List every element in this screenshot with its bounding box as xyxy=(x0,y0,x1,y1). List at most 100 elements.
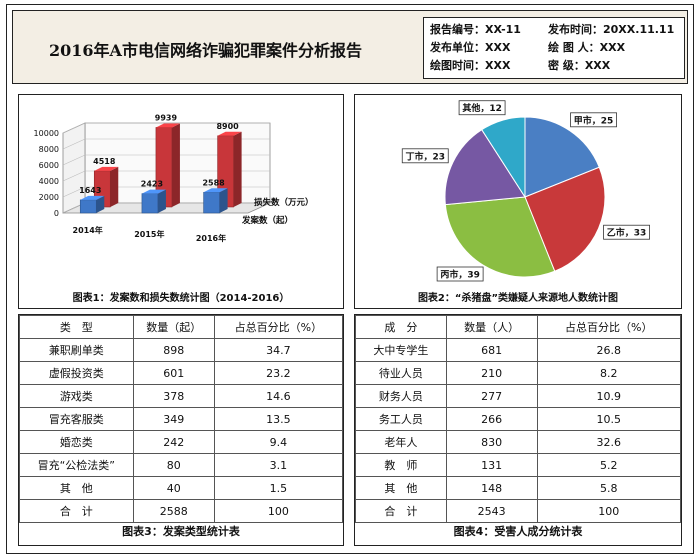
bar-cases xyxy=(203,188,228,214)
table-cell: 378 xyxy=(132,384,215,408)
table-cell: 待业人员 xyxy=(355,361,447,385)
pie-slice xyxy=(524,166,606,272)
bar-chart-caption: 图表1：发案数和损失数统计图（2014-2016） xyxy=(72,293,290,304)
table-cell: 2588 xyxy=(132,499,215,523)
bar-top xyxy=(155,123,180,128)
bar-loss xyxy=(155,123,180,208)
bar-side xyxy=(233,131,242,207)
victim-table-caption: 图表4：受害人成分统计表 xyxy=(453,525,583,538)
pie-chart: 甲市，25 乙市，33 丙市，39 丁市，23 其他，12 xyxy=(401,100,650,282)
y-tick-label: 2000 xyxy=(39,193,59,202)
y-tick-label: 10000 xyxy=(34,129,59,138)
column-header: 类 型 xyxy=(19,315,134,339)
case-type-table: 类 型 数量（起） 占总百分比（%） 兼职刷单类 898 34.7 虚假投资类 601 2… xyxy=(19,315,344,523)
bar-top xyxy=(217,131,242,136)
pie-slice xyxy=(444,196,556,278)
table-cell: 冒充“公检法类” xyxy=(19,453,134,477)
table-row: 大中专学生 681 26.8 xyxy=(355,338,682,362)
meta-row: 绘图时间：XXX 密 级：XXX xyxy=(430,57,678,75)
table-cell: 40 xyxy=(132,476,215,500)
table-cell: 131 xyxy=(445,453,538,477)
table-cell: 100 xyxy=(536,499,682,523)
table-row: 游戏类 378 14.6 xyxy=(19,384,344,408)
bar-front xyxy=(79,199,97,214)
bar-value-label: 2588 xyxy=(202,178,225,187)
gridline xyxy=(62,154,270,166)
table-cell: 26.8 xyxy=(536,338,682,362)
table-cell: 2543 xyxy=(445,499,538,523)
table-row: 冒充“公检法类” 80 3.1 xyxy=(19,453,344,477)
table-header-row: 成 分 数量（人） 占总百分比（%） xyxy=(355,315,682,339)
table-cell: 100 xyxy=(213,499,344,523)
pie-label-box xyxy=(401,148,449,164)
bar-top xyxy=(94,166,119,171)
table-cell: 601 xyxy=(132,361,215,385)
pie-label-box xyxy=(436,266,484,282)
bar-top xyxy=(80,195,105,200)
table-cell: 9.4 xyxy=(213,430,344,454)
table-cell: 898 xyxy=(132,338,215,362)
report-header: 2016年A市电信网络诈骗犯罪案件分析报告 报告编号：XX-11 发布时间：20… xyxy=(12,10,688,84)
table-cell: 兼职刷单类 xyxy=(19,338,134,362)
table-cell: 13.5 xyxy=(213,407,344,431)
bar-value-label: 8900 xyxy=(216,122,239,131)
table-cell: 277 xyxy=(445,384,538,408)
bar-top xyxy=(203,188,228,193)
table-cell: 其 他 xyxy=(355,476,447,500)
y-tick-label: 0 xyxy=(54,209,59,218)
table-row: 冒充客服类 349 13.5 xyxy=(19,407,344,431)
table-cell: 10.5 xyxy=(536,407,682,431)
draw-time: 绘图时间：XXX xyxy=(430,59,511,72)
column-header: 占总百分比（%） xyxy=(213,315,344,339)
pie-slice xyxy=(444,129,526,206)
bar-cases xyxy=(141,189,166,214)
pie-slice xyxy=(524,116,600,198)
pie-slice-label: 其他，12 xyxy=(462,102,502,114)
table-row: 务工人员 266 10.5 xyxy=(355,407,682,431)
x-category-label: 2015年 xyxy=(134,229,164,239)
case-type-table-panel: 类 型 数量（起） 占总百分比（%） 兼职刷单类 898 34.7 虚假投资类 601 2… xyxy=(18,314,344,546)
table-cell: 266 xyxy=(445,407,538,431)
bar-value-label: 4518 xyxy=(93,157,116,166)
table-cell: 务工人员 xyxy=(355,407,447,431)
table-cell: 14.6 xyxy=(213,384,344,408)
bar-front xyxy=(141,193,159,214)
gridline xyxy=(62,186,270,198)
table-cell: 210 xyxy=(445,361,538,385)
case-type-table-caption: 图表3：发案类型统计表 xyxy=(122,525,240,538)
table-row: 合 计 2588 100 xyxy=(19,499,344,523)
table-row: 虚假投资类 601 23.2 xyxy=(19,361,344,385)
table-row: 其 他 148 5.8 xyxy=(355,476,682,500)
pie-label-box xyxy=(458,100,506,116)
bar-side xyxy=(96,195,105,213)
table-cell: 大中专学生 xyxy=(355,338,447,362)
publisher: 发布单位：XXX xyxy=(430,41,511,54)
meta-row: 发布单位：XXX 绘 图 人：XXX xyxy=(430,39,678,57)
bar-value-label: 1643 xyxy=(79,186,101,195)
bar-value-label: 2423 xyxy=(141,180,163,189)
table-cell: 冒充客服类 xyxy=(19,407,134,431)
pie-slice-label: 乙市，33 xyxy=(607,227,647,239)
bar-cases xyxy=(79,195,105,214)
y-tick-label: 6000 xyxy=(39,161,59,170)
table-cell: 财务人员 xyxy=(355,384,447,408)
table-cell: 5.2 xyxy=(536,453,682,477)
table-cell: 婚恋类 xyxy=(19,430,134,454)
table-cell: 游戏类 xyxy=(19,384,134,408)
table-cell: 3.1 xyxy=(213,453,344,477)
bar-side xyxy=(110,166,119,207)
report-title: 2016年A市电信网络诈骗犯罪案件分析报告 xyxy=(49,41,362,60)
report-meta-box: 报告编号：XX-11 发布时间：20XX.11.11 发布单位：XXX 绘 图 … xyxy=(423,17,685,79)
table-header-row: 类 型 数量（起） 占总百分比（%） xyxy=(19,315,344,339)
table-cell: 23.2 xyxy=(213,361,344,385)
bar-side xyxy=(157,189,166,213)
pie-slice-label: 甲市，25 xyxy=(574,114,614,126)
pie-label-box xyxy=(570,112,617,128)
table-cell: 681 xyxy=(445,338,538,362)
table-row: 兼职刷单类 898 34.7 xyxy=(19,338,344,362)
table-cell: 虚假投资类 xyxy=(19,361,134,385)
column-header: 占总百分比（%） xyxy=(536,315,682,339)
bar-front xyxy=(203,191,220,214)
table-cell: 32.6 xyxy=(536,430,682,454)
column-header: 数量（人） xyxy=(445,315,538,339)
